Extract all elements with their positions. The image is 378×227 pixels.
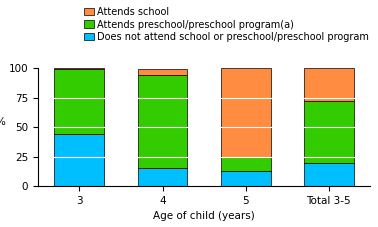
Bar xyxy=(54,134,104,186)
Bar xyxy=(304,163,354,186)
Bar xyxy=(221,157,271,171)
Bar xyxy=(54,69,104,134)
Bar xyxy=(221,68,271,157)
Bar xyxy=(138,69,187,75)
X-axis label: Age of child (years): Age of child (years) xyxy=(153,211,255,221)
Bar xyxy=(304,101,354,163)
Bar xyxy=(138,168,187,186)
Bar xyxy=(221,171,271,186)
Bar xyxy=(304,68,354,101)
Y-axis label: %: % xyxy=(0,117,5,127)
Legend: Attends school, Attends preschool/preschool program(a), Does not attend school o: Attends school, Attends preschool/presch… xyxy=(84,7,369,42)
Bar xyxy=(54,68,104,69)
Bar xyxy=(138,75,187,168)
